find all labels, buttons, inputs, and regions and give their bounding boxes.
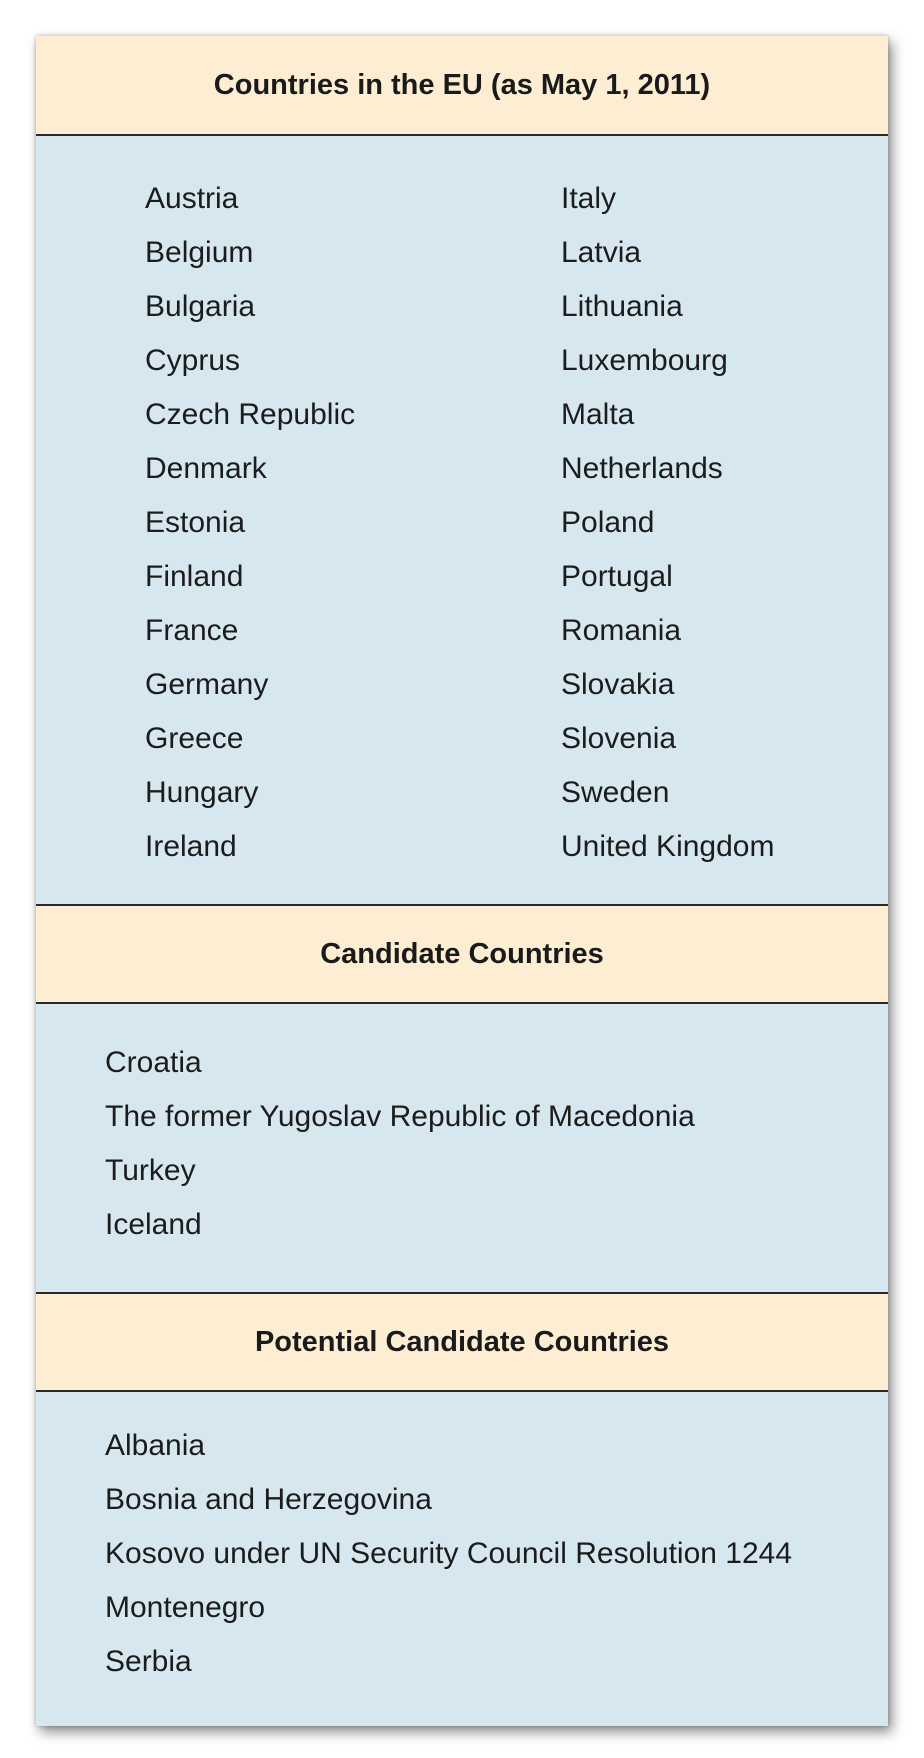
list-item: Portugal [561,560,673,593]
eu-left-column: Austria Belgium Bulgaria Cyprus Czech Re… [145,172,355,874]
list-item: Germany [145,668,269,701]
list-item: Latvia [561,236,642,269]
list-item: Austria [145,182,239,215]
list-item: Croatia [105,1046,202,1079]
list-item: Finland [145,560,244,593]
list-item: Romania [561,614,682,647]
list-item: Poland [561,506,655,539]
list-item: Bulgaria [145,290,256,323]
eu-right-column: Italy Latvia Lithuania Luxembourg Malta … [561,172,774,874]
list-item: Bosnia and Herzegovina [105,1483,432,1516]
list-item: France [145,614,239,647]
list-item: Turkey [105,1154,196,1187]
list-item: Serbia [105,1645,192,1678]
list-item: Slovakia [561,668,675,701]
list-item: Denmark [145,452,267,485]
list-item: Belgium [145,236,254,269]
list-item: Albania [105,1429,206,1462]
countries-table: Countries in the EU (as May 1, 2011) Aus… [36,36,888,1726]
list-item: Greece [145,722,244,755]
list-item: Ireland [145,830,237,863]
candidate-section-title: Candidate Countries [36,904,888,1004]
list-item: Italy [561,182,617,215]
list-item: Lithuania [561,290,683,323]
list-item: Sweden [561,776,670,809]
list-item: Netherlands [561,452,723,485]
list-item: Estonia [145,506,246,539]
eu-section-title: Countries in the EU (as May 1, 2011) [36,36,888,136]
list-item: The former Yugoslav Republic of Macedoni… [105,1100,695,1133]
list-item: Montenegro [105,1591,266,1624]
list-item: Kosovo under UN Security Council Resolut… [105,1537,793,1570]
candidate-list: Croatia The former Yugoslav Republic of … [105,1036,695,1252]
list-item: Hungary [145,776,259,809]
list-item: Slovenia [561,722,677,755]
list-item: Cyprus [145,344,241,377]
list-item: Malta [561,398,635,431]
potential-list: Albania Bosnia and Herzegovina Kosovo un… [105,1419,792,1689]
potential-section-title: Potential Candidate Countries [36,1292,888,1392]
list-item: Luxembourg [561,344,728,377]
list-item: Czech Republic [145,398,356,431]
list-item: Iceland [105,1208,202,1241]
list-item: United Kingdom [561,830,775,863]
